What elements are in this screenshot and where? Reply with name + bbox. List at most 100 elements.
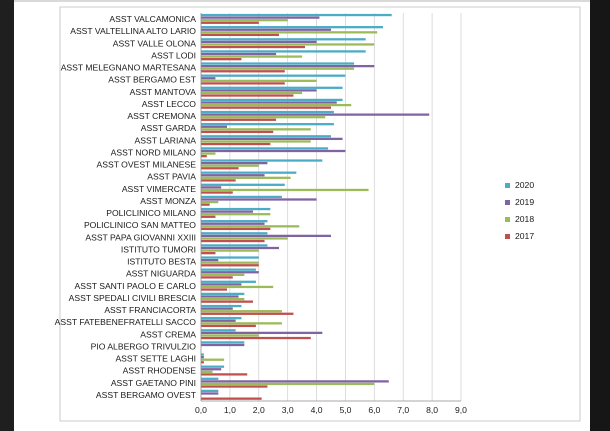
category-label: POLICLINICO MILANO <box>106 208 196 218</box>
x-tick-label: 0,0 <box>195 405 207 415</box>
bar-asst-gaetano-pini-2018 <box>201 382 375 386</box>
bar-asst-sette-laghi-2018 <box>201 358 225 361</box>
legend-label-2020: 2020 <box>515 180 534 190</box>
bar-asst-rhodense-2018 <box>201 370 213 373</box>
bar-asst-ovest-milanese-2020 <box>201 159 323 162</box>
bar-asst-rhodense-2017 <box>201 373 248 376</box>
bar-asst-bergamo-est-2017 <box>201 82 285 85</box>
bar-istituto-besta-2019 <box>201 258 219 262</box>
category-label: ASST FATEBENEFRATELLI SACCO <box>55 317 197 327</box>
bar-asst-pavia-2018 <box>201 176 291 179</box>
legend-label-2017: 2017 <box>515 231 534 241</box>
bar-asst-lodi-2019 <box>201 52 277 56</box>
legend-swatch-2017 <box>505 234 510 239</box>
bar-asst-nord-milano-2017 <box>201 155 207 158</box>
bar-asst-pavia-2019 <box>201 174 265 177</box>
category-label: ASST BERGAMO EST <box>108 75 196 85</box>
bar-asst-cremona-2017 <box>201 118 277 121</box>
bar-asst-lecco-2017 <box>201 106 331 109</box>
bar-asst-santi-paolo-e-carlo-2018 <box>201 285 274 289</box>
bar-asst-melegnano-martesana-2017 <box>201 70 285 73</box>
bar-asst-garda-2018 <box>201 128 311 131</box>
category-label: ASST MONZA <box>140 196 196 206</box>
category-label: ASST FRANCIACORTA <box>104 305 196 315</box>
legend-label-2019: 2019 <box>515 197 534 207</box>
bar-asst-santi-paolo-e-carlo-2020 <box>201 280 256 283</box>
bar-asst-spedali-civili-brescia-2017 <box>201 300 253 303</box>
x-tick-label: 5,0 <box>339 405 351 415</box>
bar-asst-sette-laghi-2017 <box>201 361 204 364</box>
bar-asst-lodi-2020 <box>201 50 366 53</box>
document-page <box>14 0 590 431</box>
bar-policlinico-milano-2020 <box>201 207 271 211</box>
bar-asst-fatebenefratelli-sacco-2018 <box>201 322 282 325</box>
x-tick-label: 2,0 <box>253 405 265 415</box>
bar-asst-crema-2017 <box>201 336 311 340</box>
bar-asst-nord-milano-2019 <box>201 149 346 153</box>
bar-asst-garda-2020 <box>201 123 334 126</box>
bar-asst-gaetano-pini-2019 <box>201 380 389 383</box>
bar-asst-lecco-2018 <box>201 103 352 107</box>
x-tick-label: 6,0 <box>368 405 380 415</box>
bar-asst-lodi-2018 <box>201 55 303 58</box>
category-label: PIO ALBERGO TRIVULZIO <box>91 341 197 351</box>
legend-swatch-2019 <box>505 200 510 205</box>
bar-asst-bergamo-ovest-2020 <box>201 389 219 393</box>
bar-asst-valle-olona-2019 <box>201 40 317 44</box>
bar-pio-albergo-trivulzio-2020 <box>201 341 245 344</box>
bar-asst-niguarda-2017 <box>201 276 233 279</box>
bar-asst-sette-laghi-2019 <box>201 355 204 359</box>
bar-istituto-tumori-2020 <box>201 244 268 247</box>
page-top-edge <box>14 0 590 2</box>
bar-asst-mantova-2020 <box>201 86 343 89</box>
bar-asst-mantova-2019 <box>201 89 317 92</box>
bar-asst-monza-2020 <box>201 195 282 199</box>
category-label: POLICLINICO SAN MATTEO <box>84 220 196 230</box>
bar-istituto-besta-2017 <box>201 264 259 267</box>
category-label: ASST SPEDALI CIVILI BRESCIA <box>69 293 197 303</box>
bar-asst-monza-2018 <box>201 200 219 204</box>
bar-asst-vimercate-2018 <box>201 188 369 192</box>
category-label: ASST LODI <box>151 50 196 60</box>
x-tick-label: 7,0 <box>397 405 409 415</box>
bar-asst-mantova-2017 <box>201 94 294 97</box>
category-label: ASST MELEGNANO MARTESANA <box>61 63 197 73</box>
legend-swatch-2020 <box>505 183 510 188</box>
x-tick-label: 1,0 <box>224 405 236 415</box>
bar-asst-cremona-2020 <box>201 110 334 114</box>
bar-policlinico-milano-2018 <box>201 213 271 216</box>
bar-asst-papa-giovanni-xxiii-2020 <box>201 232 268 235</box>
bar-asst-ovest-milanese-2019 <box>201 161 268 165</box>
bar-asst-papa-giovanni-xxiii-2018 <box>201 237 288 240</box>
category-label: ASST CREMA <box>140 329 196 339</box>
bar-asst-vimercate-2019 <box>201 186 222 189</box>
x-tick-label: 4,0 <box>311 405 323 415</box>
bar-asst-valcamonica-2018 <box>201 19 288 22</box>
bar-asst-spedali-civili-brescia-2020 <box>201 292 245 296</box>
legend-label-2018: 2018 <box>515 214 534 224</box>
bar-istituto-besta-2018 <box>201 261 259 264</box>
category-label: ISTITUTO BESTA <box>127 257 196 267</box>
category-label: ASST RHODENSE <box>123 366 197 376</box>
category-label: ASST PAVIA <box>147 172 196 182</box>
bar-asst-santi-paolo-e-carlo-2019 <box>201 283 242 286</box>
x-tick-label: 8,0 <box>426 405 438 415</box>
bar-asst-lariana-2017 <box>201 142 271 146</box>
bar-asst-santi-paolo-e-carlo-2017 <box>201 288 227 291</box>
bar-asst-valtellina-alto-lario-2017 <box>201 33 279 37</box>
legend-swatch-2018 <box>505 217 510 222</box>
category-label: ASST VIMERCATE <box>122 184 196 194</box>
bar-asst-mantova-2018 <box>201 91 303 95</box>
bar-asst-pavia-2017 <box>201 179 236 182</box>
bar-asst-sette-laghi-2020 <box>201 353 204 356</box>
bar-asst-gaetano-pini-2017 <box>201 385 268 388</box>
bar-asst-spedali-civili-brescia-2018 <box>201 297 245 301</box>
category-label: ASST VALLE OLONA <box>113 38 197 48</box>
bar-policlinico-san-matteo-2020 <box>201 220 268 223</box>
bar-asst-lecco-2020 <box>201 98 343 102</box>
chart-frame <box>59 6 581 422</box>
bar-asst-nord-milano-2018 <box>201 152 216 155</box>
bar-istituto-tumori-2017 <box>201 252 216 255</box>
bar-istituto-besta-2020 <box>201 256 259 259</box>
bar-asst-vimercate-2017 <box>201 191 233 194</box>
